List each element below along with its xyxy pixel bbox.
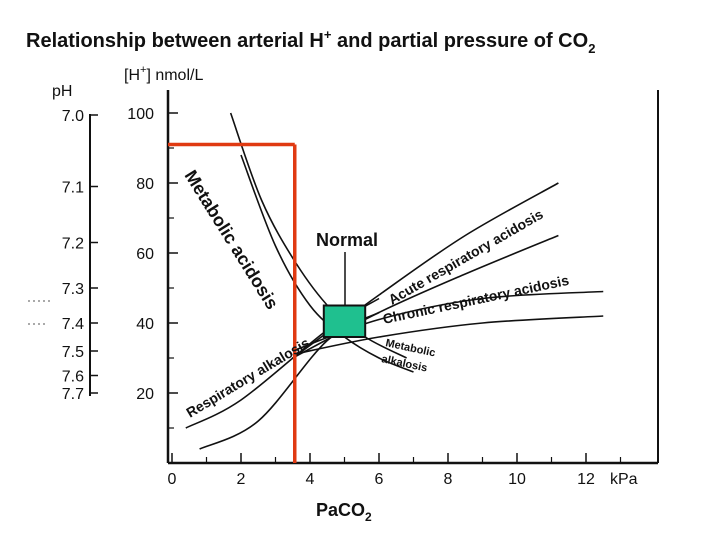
series-line-5 (292, 315, 604, 356)
x-tick-label: 12 (577, 471, 595, 488)
series-line-0 (240, 154, 414, 373)
y-tick-label: 40 (136, 316, 154, 333)
chart-title: Relationship between arterial H+ and par… (26, 27, 595, 56)
y-tick-label: 20 (136, 386, 154, 403)
x-tick-label: 8 (444, 471, 453, 488)
normal-region-box (322, 304, 367, 338)
ph-tick-label: 7.4 (62, 316, 84, 333)
x-axis-label: PaCO2 (316, 500, 372, 524)
x-tick-label: 2 (237, 471, 246, 488)
y-tick-label: 80 (136, 176, 154, 193)
x-tick-label: 0 (168, 471, 177, 488)
ph-axis-label: pH (52, 83, 72, 100)
x-tick-label: 10 (508, 471, 526, 488)
ph-tick-label: 7.6 (62, 369, 84, 386)
y-tick-label: 100 (127, 106, 154, 123)
ph-tick-label: 7.0 (62, 108, 84, 125)
metabolic-acidosis-label: Metabolic acidosis (181, 167, 283, 313)
ph-tick-label: 7.2 (62, 236, 84, 253)
x-tick-label: 4 (306, 471, 315, 488)
x-tick-label: 6 (375, 471, 384, 488)
normal-label: Normal (316, 230, 378, 250)
ph-tick-label: 7.5 (62, 344, 84, 361)
ph-tick-label: 7.1 (62, 180, 84, 197)
y-unit-label: [H+] nmol/L (124, 64, 203, 84)
ph-tick-label: 7.7 (62, 386, 84, 403)
y-tick-label: 60 (136, 246, 154, 263)
ph-tick-label: 7.3 (62, 281, 84, 298)
x-unit-label: kPa (610, 471, 638, 488)
